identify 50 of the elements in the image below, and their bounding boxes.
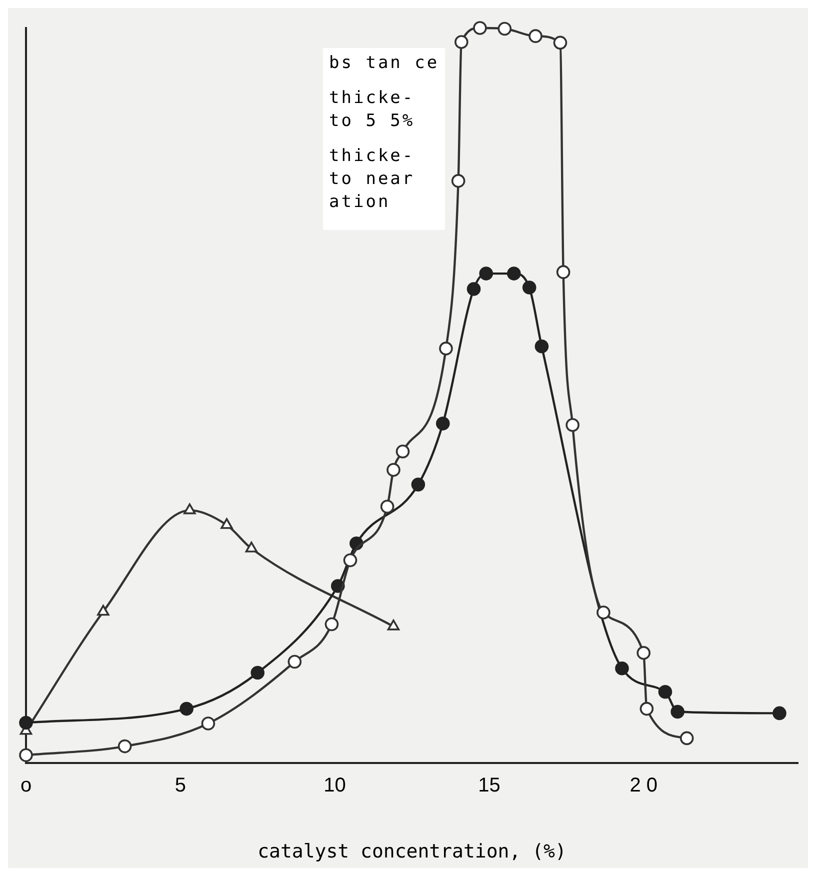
point	[498, 22, 512, 36]
point	[772, 706, 786, 720]
point	[201, 716, 216, 730]
point	[553, 36, 568, 50]
point	[19, 716, 33, 730]
x-tick-label: o	[20, 774, 32, 797]
point	[479, 266, 494, 280]
point	[184, 503, 196, 514]
point	[534, 339, 549, 354]
point	[436, 416, 450, 430]
point	[640, 702, 654, 716]
point	[380, 500, 394, 514]
x-axis-title: catalyst concentration, (%)	[258, 840, 566, 863]
point	[245, 542, 258, 552]
x-tick-label: 2 0	[630, 774, 658, 797]
point	[19, 748, 33, 762]
point	[670, 704, 684, 719]
point	[466, 282, 481, 296]
point	[411, 478, 426, 492]
annotation: thicke- to near ation	[329, 145, 416, 214]
point	[324, 617, 339, 632]
point	[454, 35, 468, 49]
point	[680, 731, 694, 746]
point	[220, 518, 233, 529]
point	[439, 342, 453, 356]
annotation: bs tan ce	[329, 52, 440, 75]
point	[507, 266, 521, 280]
point	[386, 462, 400, 477]
point	[556, 265, 570, 279]
x-tick-label: 15	[478, 774, 500, 797]
point	[396, 444, 410, 458]
point	[473, 21, 487, 35]
point	[288, 654, 302, 669]
point	[658, 684, 672, 699]
point	[596, 606, 610, 620]
point	[97, 604, 110, 616]
x-tick-label: 10	[324, 774, 346, 797]
point	[343, 553, 358, 568]
point	[636, 646, 650, 660]
point	[451, 174, 466, 188]
point	[522, 280, 536, 294]
point	[250, 666, 264, 680]
point	[615, 661, 629, 676]
annotation: thicke- to 5 5%	[329, 87, 416, 133]
point	[528, 29, 542, 43]
point	[566, 418, 580, 432]
point	[180, 702, 194, 716]
point	[387, 620, 400, 630]
point	[118, 739, 132, 754]
x-tick-label: 5	[174, 774, 186, 797]
